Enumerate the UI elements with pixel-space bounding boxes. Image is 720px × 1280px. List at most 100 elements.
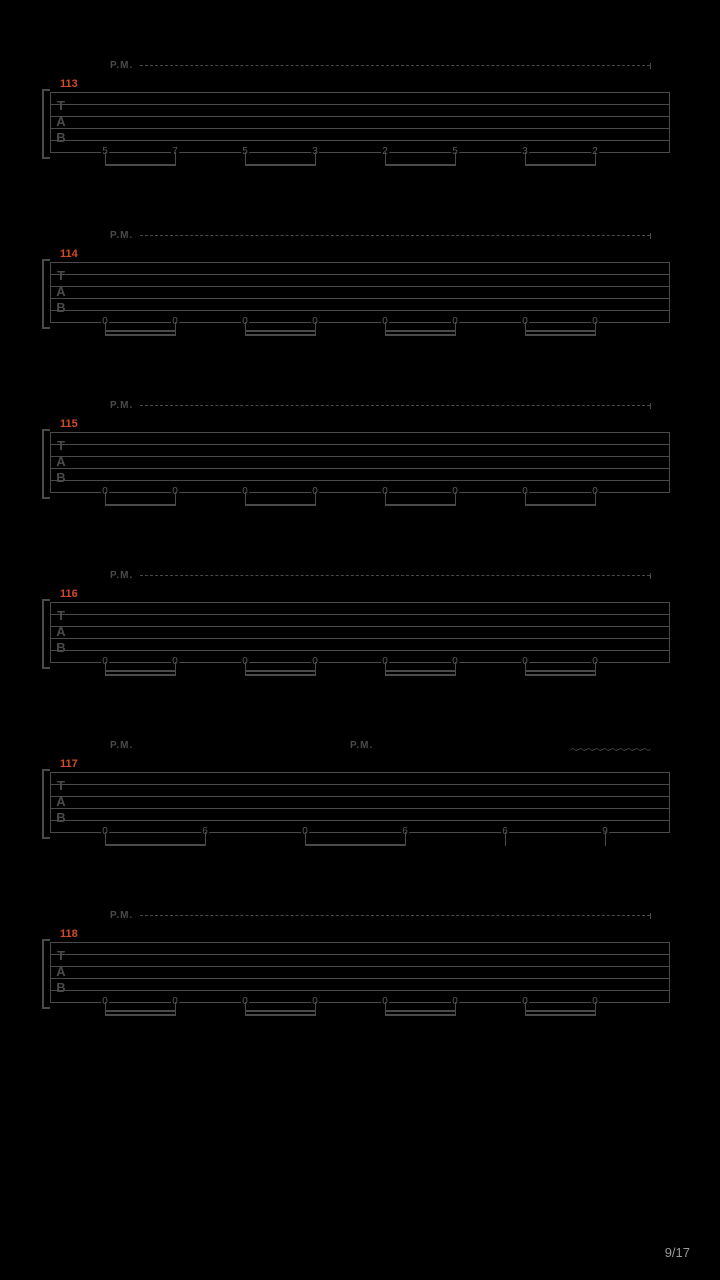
barline-left: [50, 942, 51, 1002]
staff-line: [50, 650, 670, 651]
beam: [245, 504, 316, 506]
pm-dash: [140, 575, 650, 577]
stem: [505, 832, 506, 846]
tab-clef-letter: A: [54, 624, 68, 640]
tab-clef-letter: A: [54, 284, 68, 300]
tab-clef: TAB: [54, 778, 68, 826]
beam-secondary: [245, 330, 316, 332]
staff-bracket: [42, 429, 50, 499]
staff-line: [50, 262, 670, 263]
barline-left: [50, 772, 51, 832]
beam: [105, 1014, 176, 1016]
vibrato-wavy: ～～～～～～～～～～: [570, 743, 670, 756]
tab-clef-letter: A: [54, 794, 68, 810]
barline-left: [50, 602, 51, 662]
barline-left: [50, 262, 51, 322]
beam: [245, 1014, 316, 1016]
tab-clef-letter: A: [54, 114, 68, 130]
beam: [385, 504, 456, 506]
beam-secondary: [105, 1010, 176, 1012]
beam-secondary: [105, 670, 176, 672]
staff-line: [50, 92, 670, 93]
tab-clef-letter: B: [54, 640, 68, 656]
beam: [385, 334, 456, 336]
staff-line: [50, 456, 670, 457]
tab-clef-letter: T: [54, 268, 68, 284]
rhythm-stems: [50, 322, 670, 346]
beam: [525, 674, 596, 676]
staff-lines: [50, 92, 670, 152]
beam: [105, 674, 176, 676]
staff-line: [50, 638, 670, 639]
tab-clef: TAB: [54, 268, 68, 316]
pm-annotation-row: P.M.: [50, 570, 670, 588]
measure: P.M.118TAB00000000: [50, 910, 670, 1026]
rhythm-stems: [50, 492, 670, 516]
staff-line: [50, 626, 670, 627]
rhythm-stems: [50, 832, 670, 856]
staff-line: [50, 808, 670, 809]
page-number: 9/17: [665, 1245, 690, 1260]
barline-right: [669, 432, 670, 492]
staff-line: [50, 116, 670, 117]
tab-staff: TAB57532532: [50, 92, 670, 152]
staff-line: [50, 298, 670, 299]
tab-clef-letter: T: [54, 438, 68, 454]
beam: [385, 164, 456, 166]
pm-label: P.M.: [110, 740, 133, 751]
staff-bracket: [42, 259, 50, 329]
beam: [245, 164, 316, 166]
staff-line: [50, 104, 670, 105]
tab-staff: TAB060669: [50, 772, 670, 832]
measure: P.M.116TAB00000000: [50, 570, 670, 686]
tab-clef: TAB: [54, 608, 68, 656]
barline-right: [669, 92, 670, 152]
tab-clef: TAB: [54, 98, 68, 146]
barline-right: [669, 772, 670, 832]
barline-left: [50, 92, 51, 152]
pm-label: P.M.: [110, 60, 133, 71]
beam-secondary: [245, 1010, 316, 1012]
stem: [605, 832, 606, 846]
beam: [525, 504, 596, 506]
tab-clef-letter: B: [54, 810, 68, 826]
staff-line: [50, 310, 670, 311]
bar-number: 118: [60, 928, 78, 940]
pm-label: P.M.: [350, 740, 373, 751]
staff-line: [50, 274, 670, 275]
staff-line: [50, 796, 670, 797]
rhythm-stems: [50, 152, 670, 176]
bar-number: 116: [60, 588, 78, 600]
beam: [525, 164, 596, 166]
pm-annotation-row: P.M.: [50, 230, 670, 248]
staff-line: [50, 286, 670, 287]
staff-bracket: [42, 599, 50, 669]
beam-secondary: [105, 330, 176, 332]
pm-dash: [140, 405, 650, 407]
beam: [385, 1014, 456, 1016]
tab-staff: TAB00000000: [50, 942, 670, 1002]
pm-dash: [140, 915, 650, 917]
pm-end-cap: [650, 573, 651, 579]
rhythm-stems: [50, 1002, 670, 1026]
pm-dash: [140, 65, 650, 67]
staff-line: [50, 942, 670, 943]
beam: [105, 164, 176, 166]
pm-annotation-row: P.M.: [50, 400, 670, 418]
beam: [385, 674, 456, 676]
staff-lines: [50, 772, 670, 832]
staff-line: [50, 432, 670, 433]
staff-line: [50, 468, 670, 469]
tab-staff: TAB00000000: [50, 432, 670, 492]
beam-secondary: [525, 670, 596, 672]
measure: P.M.114TAB00000000: [50, 230, 670, 346]
beam-secondary: [525, 330, 596, 332]
tab-clef-letter: T: [54, 778, 68, 794]
tab-clef-letter: B: [54, 130, 68, 146]
tab-clef: TAB: [54, 948, 68, 996]
pm-label: P.M.: [110, 400, 133, 411]
bar-number: 115: [60, 418, 78, 430]
staff-bracket: [42, 769, 50, 839]
tab-clef-letter: T: [54, 98, 68, 114]
beam: [245, 674, 316, 676]
